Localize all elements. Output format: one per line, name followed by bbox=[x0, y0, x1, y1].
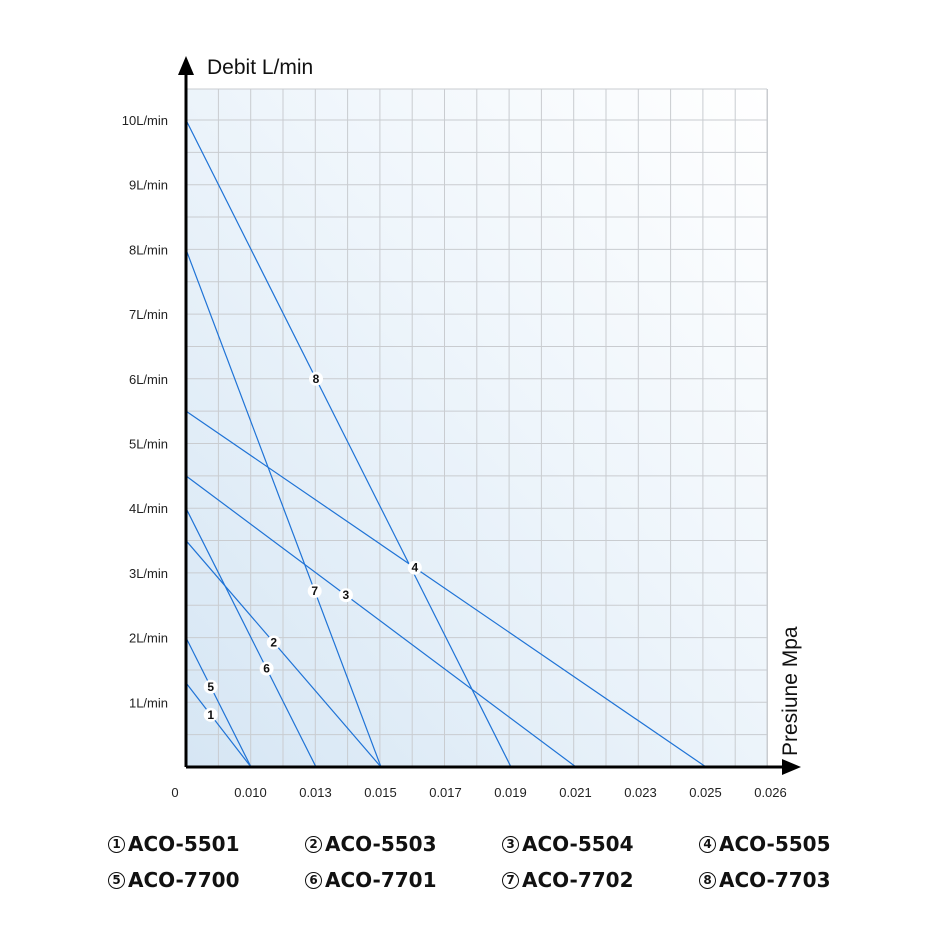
legend-item-1: 1 ACO-5501 bbox=[108, 832, 305, 856]
chart: 10L/min 9L/min 8L/min 7L/min 6L/min 5L/min 4L/… bbox=[122, 56, 802, 800]
legend-label: ACO-5504 bbox=[522, 832, 634, 856]
series-label-bg bbox=[203, 707, 218, 722]
legend-item-6: 6 ACO-7701 bbox=[305, 868, 502, 892]
series-label-bg bbox=[266, 635, 281, 650]
series-label-7: 7 bbox=[311, 584, 318, 598]
legend-item-5: 5 ACO-7700 bbox=[108, 868, 305, 892]
legend-item-3: 3 ACO-5504 bbox=[502, 832, 699, 856]
series-line-7 bbox=[185, 249, 382, 768]
series-labels: 1 2 3 4 5 6 7 8 bbox=[203, 371, 422, 722]
y-axis-title: Debit L/min bbox=[207, 56, 313, 79]
series-label-bg bbox=[407, 560, 422, 575]
legend-number: 1 bbox=[108, 835, 125, 853]
legend-number: 4 bbox=[699, 835, 716, 853]
y-tick-label: 4L/min bbox=[129, 501, 168, 516]
x-tick-label: 0.025 bbox=[689, 785, 722, 800]
x-tick-label: 0.021 bbox=[559, 785, 592, 800]
legend-number: 3 bbox=[502, 835, 519, 853]
x-tick-label: 0 bbox=[171, 785, 178, 800]
y-tick-label: 3L/min bbox=[129, 566, 168, 581]
series-label-3: 3 bbox=[343, 588, 350, 602]
series-label-bg bbox=[309, 371, 323, 386]
y-tick-label: 7L/min bbox=[129, 307, 168, 322]
y-tick-label: 9L/min bbox=[129, 178, 168, 193]
series-label-bg bbox=[203, 679, 218, 694]
legend-item-2: 2 ACO-5503 bbox=[305, 832, 502, 856]
series-label-bg bbox=[307, 584, 322, 599]
series-label-6: 6 bbox=[263, 662, 270, 676]
series-label-2: 2 bbox=[270, 635, 277, 649]
legend-number: 8 bbox=[699, 871, 716, 889]
series-lines bbox=[185, 119, 707, 768]
legend-label: ACO-7701 bbox=[325, 868, 437, 892]
x-tick-label: 0.010 bbox=[234, 785, 267, 800]
series-label-4: 4 bbox=[411, 561, 418, 575]
x-tick-label: 0.017 bbox=[429, 785, 462, 800]
x-tick-label: 0.015 bbox=[364, 785, 397, 800]
legend-label: ACO-7702 bbox=[522, 868, 634, 892]
series-line-4 bbox=[185, 410, 707, 768]
y-tick-labels: 10L/min 9L/min 8L/min 7L/min 6L/min 5L/min 4L/… bbox=[122, 113, 168, 710]
legend-label: ACO-7703 bbox=[719, 868, 831, 892]
y-tick-label: 5L/min bbox=[129, 437, 168, 452]
y-tick-label: 6L/min bbox=[129, 372, 168, 387]
legend-label: ACO-7700 bbox=[128, 868, 240, 892]
series-line-1 bbox=[185, 682, 252, 768]
legend-number: 2 bbox=[305, 835, 322, 853]
x-tick-label: 0.023 bbox=[624, 785, 657, 800]
legend-label: ACO-5503 bbox=[325, 832, 437, 856]
series-label-1: 1 bbox=[207, 708, 214, 722]
legend-label: ACO-5501 bbox=[128, 832, 240, 856]
x-tick-label: 0.013 bbox=[299, 785, 332, 800]
x-tick-labels: 0 0.010 0.013 0.015 0.017 0.019 0.021 0.023 0.02… bbox=[171, 785, 786, 800]
series-line-2 bbox=[185, 540, 382, 768]
axes bbox=[178, 56, 801, 775]
legend-label: ACO-5505 bbox=[719, 832, 831, 856]
legend-item-7: 7 ACO-7702 bbox=[502, 868, 699, 892]
series-label-8: 8 bbox=[313, 372, 320, 386]
series-label-bg bbox=[338, 588, 353, 603]
legend-number: 7 bbox=[502, 871, 519, 889]
legend-number: 6 bbox=[305, 871, 322, 889]
legend-item-8: 8 ACO-7703 bbox=[699, 868, 896, 892]
legend-item-4: 4 ACO-5505 bbox=[699, 832, 896, 856]
series-label-bg bbox=[259, 661, 274, 676]
y-tick-label: 2L/min bbox=[129, 631, 168, 646]
x-tick-label: 0.019 bbox=[494, 785, 527, 800]
series-label-5: 5 bbox=[207, 680, 214, 694]
legend-number: 5 bbox=[108, 871, 125, 889]
x-tick-label: 0.026 bbox=[754, 785, 787, 800]
y-tick-label: 10L/min bbox=[122, 113, 168, 128]
series-line-6 bbox=[185, 507, 317, 768]
series-line-3 bbox=[185, 475, 577, 768]
y-tick-label: 1L/min bbox=[129, 695, 168, 710]
series-line-5 bbox=[185, 637, 252, 768]
x-axis-arrow-icon bbox=[782, 759, 801, 775]
series-line-8 bbox=[185, 119, 512, 768]
y-axis-arrow-icon bbox=[178, 56, 194, 75]
legend: 1 ACO-5501 2 ACO-5503 3 ACO-5504 4 ACO-5505 … bbox=[108, 832, 868, 892]
y-tick-label: 8L/min bbox=[129, 242, 168, 257]
x-axis-title: Presiune Mpa bbox=[779, 626, 802, 756]
